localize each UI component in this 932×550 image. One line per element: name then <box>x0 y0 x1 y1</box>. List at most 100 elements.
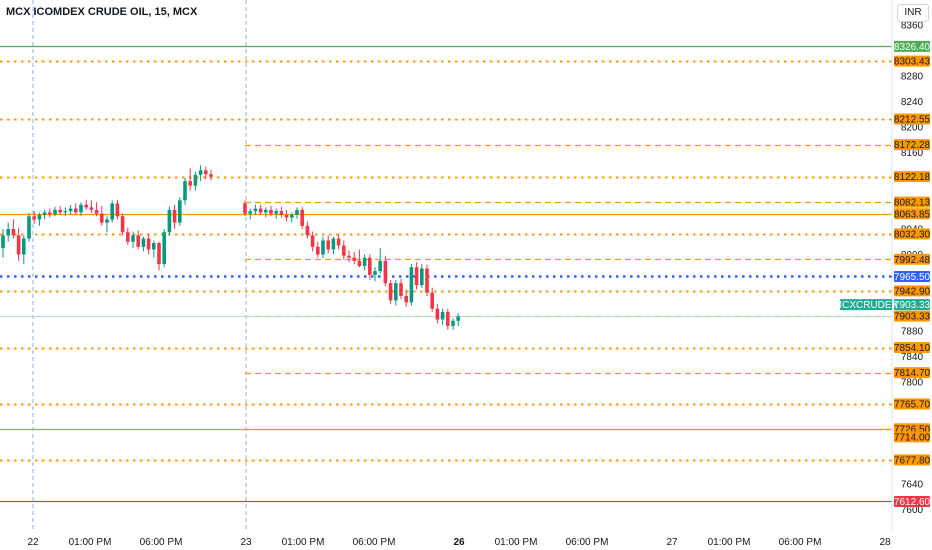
candle-body <box>394 283 398 301</box>
candle-body <box>430 292 434 309</box>
candle <box>178 197 182 226</box>
level-label-text: 8212.55 <box>894 114 931 125</box>
level-label-box <box>894 398 930 410</box>
candle-body <box>290 214 294 218</box>
candle-body <box>258 208 263 213</box>
level-label-1: 8303.43 <box>894 55 931 68</box>
candle <box>48 208 52 218</box>
level-label-box <box>894 40 930 52</box>
candle <box>451 318 455 330</box>
candle <box>126 227 130 245</box>
candle-body <box>68 208 73 212</box>
candle <box>131 231 135 249</box>
time-axis[interactable]: 22 01:00 PM 06:00 PM 23 01:00 PM 06:00 PM 26 01… <box>27 537 891 548</box>
level-label-19: 7612.60 <box>894 495 931 508</box>
candle-body <box>193 174 198 186</box>
level-label-box <box>894 228 930 240</box>
candle-body <box>84 204 88 208</box>
candle-body <box>136 235 140 247</box>
candle <box>53 206 57 217</box>
candle <box>68 204 73 215</box>
current-price-box <box>894 299 930 311</box>
level-label-text: 8063.85 <box>894 209 931 220</box>
candle <box>74 203 78 215</box>
level-label-6: 8063.85 <box>894 208 931 220</box>
candle <box>6 222 10 242</box>
candle <box>32 211 36 224</box>
level-label-text: 8303.43 <box>894 57 931 68</box>
candle <box>188 168 192 191</box>
candle <box>357 249 362 268</box>
level-label-0: 8326.40 <box>894 40 931 53</box>
level-label-2: 8212.55 <box>894 113 931 125</box>
level-label-text: 8082.13 <box>894 198 931 209</box>
candle <box>295 207 299 219</box>
candle-body <box>79 204 83 213</box>
candle <box>42 209 47 220</box>
currency-button[interactable]: INR <box>897 4 929 22</box>
candle <box>258 204 263 215</box>
candle-body <box>253 208 258 212</box>
candle <box>383 255 388 287</box>
candle <box>58 206 62 215</box>
candle <box>120 213 125 236</box>
symbol-box <box>840 299 892 311</box>
candle <box>378 248 382 274</box>
level-label-box <box>894 208 930 220</box>
candle-body <box>347 255 351 258</box>
level-label-text: 7612.60 <box>894 497 931 508</box>
candle-body <box>404 295 408 303</box>
candle-body <box>331 238 336 250</box>
candle <box>157 241 161 271</box>
candle <box>110 200 114 223</box>
level-label-7: 8032.30 <box>894 228 931 240</box>
candle-body <box>58 209 62 213</box>
level-label-box <box>894 270 930 282</box>
price-tick-0: 8360 <box>901 21 924 32</box>
candle-body <box>110 203 114 220</box>
candle <box>269 206 273 217</box>
level-label-text: 7726.50 <box>894 424 931 435</box>
candle <box>373 267 377 282</box>
level-label-box <box>894 431 930 443</box>
candle <box>183 178 187 205</box>
candle <box>146 234 151 255</box>
candle <box>300 206 304 229</box>
time-tick-4: 01:00 PM <box>282 537 325 548</box>
candle-body <box>409 267 414 303</box>
candle <box>310 231 315 252</box>
candle <box>414 262 419 290</box>
candle <box>305 221 310 239</box>
candle <box>290 212 294 223</box>
time-tick-5: 06:00 PM <box>353 537 396 548</box>
candle <box>141 236 146 252</box>
candle-body <box>172 209 177 223</box>
candle <box>430 287 434 312</box>
time-tick-8: 06:00 PM <box>566 537 609 548</box>
time-tick-3: 23 <box>240 537 252 548</box>
day-separators <box>32 0 247 530</box>
level-label-12: 7854.10 <box>894 342 931 354</box>
level-label-10: 7942.90 <box>894 285 931 297</box>
candle <box>89 200 94 214</box>
level-label-box <box>894 171 930 183</box>
candle <box>1 229 5 258</box>
candle-body <box>336 238 341 246</box>
candle <box>440 308 445 325</box>
candle <box>27 213 31 242</box>
candle-body <box>269 209 273 214</box>
candle-body <box>126 232 130 242</box>
candle <box>404 289 408 307</box>
candle <box>336 234 341 250</box>
level-label-text: 8326.40 <box>894 42 931 53</box>
time-tick-11: 06:00 PM <box>779 537 822 548</box>
candle-body <box>27 216 31 239</box>
candle <box>136 230 140 250</box>
candle <box>84 199 88 210</box>
candle <box>115 199 120 220</box>
candle-body <box>284 214 289 218</box>
candle-body <box>37 214 42 220</box>
candle-body <box>316 246 320 255</box>
candle <box>16 227 21 261</box>
